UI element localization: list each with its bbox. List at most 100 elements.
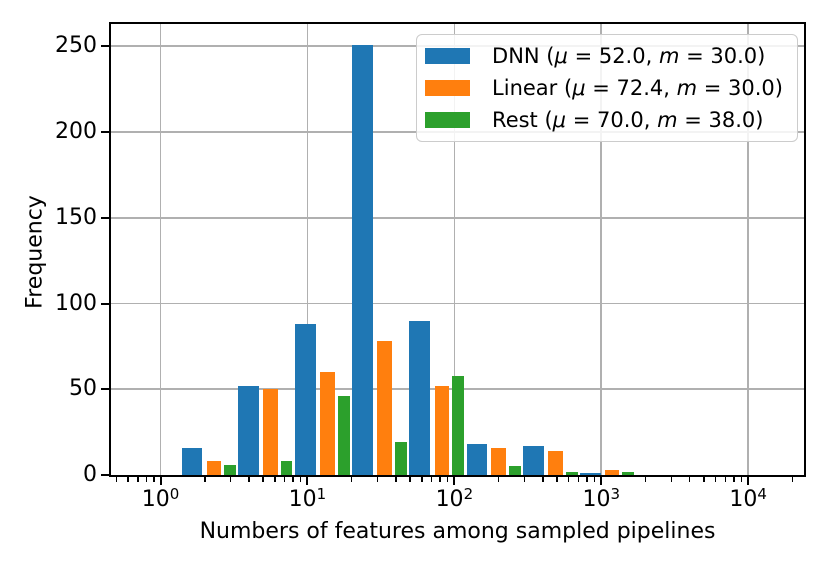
bar-dnn-bin2: [238, 385, 259, 475]
x-tick-base: 10: [288, 487, 317, 512]
legend-item-linear: Linear (μ = 72.4, m = 30.0): [425, 76, 783, 100]
x-tick-exponent: 2: [463, 485, 474, 503]
bar-linear-bin7: [548, 451, 564, 475]
x-tick-label-10e0: 100: [121, 486, 201, 512]
x-minor-tick: [299, 477, 302, 482]
x-tick-exponent: 0: [169, 485, 180, 503]
x-minor-tick: [430, 477, 433, 482]
x-minor-tick: [644, 477, 647, 482]
legend-math-symbol: m: [676, 76, 698, 100]
legend-text: = 70.0,: [566, 108, 658, 132]
x-minor-tick: [204, 477, 206, 482]
x-minor-tick: [556, 477, 558, 482]
gridline-x-10e0: [159, 24, 162, 475]
x-minor-tick: [593, 477, 596, 482]
x-major-tick-10e0: [159, 477, 162, 485]
bar-rest-bin4: [395, 442, 407, 475]
x-minor-tick: [292, 477, 294, 482]
y-major-tick-250: [101, 45, 109, 48]
gridline-y-150: [111, 216, 804, 219]
bar-linear-bin8: [604, 469, 620, 475]
bar-linear-bin6: [491, 447, 507, 475]
x-minor-tick: [577, 477, 580, 482]
legend-math-symbol: μ: [552, 108, 567, 132]
gridline-x-10e2: [453, 24, 456, 475]
bar-dnn-bin4: [352, 44, 374, 475]
x-minor-tick: [586, 477, 588, 482]
x-major-tick-10e3: [600, 477, 603, 485]
x-tick-exponent: 3: [610, 485, 620, 503]
gridline-x-10e4: [747, 24, 749, 475]
legend-text: = 30.0): [697, 76, 783, 100]
x-minor-tick: [395, 477, 397, 482]
bar-rest-bin7: [566, 471, 578, 475]
legend-label-linear: Linear (μ = 72.4, m = 30.0): [492, 76, 783, 100]
x-minor-tick: [523, 477, 526, 482]
x-axis-label: Numbers of features among sampled pipeli…: [199, 519, 716, 544]
x-minor-tick: [350, 477, 353, 482]
x-minor-tick: [497, 477, 500, 482]
bar-dnn-bin6: [466, 444, 488, 475]
x-tick-exponent: 1: [316, 485, 327, 503]
x-minor-tick: [248, 477, 250, 482]
legend-item-rest: Rest (μ = 70.0, m = 38.0): [425, 108, 783, 132]
legend-text: = 52.0,: [567, 44, 659, 68]
legend-swatch-linear: [425, 80, 471, 96]
bar-dnn-bin5: [409, 320, 431, 475]
gridline-y-100: [111, 302, 804, 305]
legend: DNN (μ = 52.0, m = 30.0) Linear (μ = 72.4…: [416, 34, 798, 142]
legend-item-dnn: DNN (μ = 52.0, m = 30.0): [425, 44, 783, 68]
legend-text: = 72.4,: [585, 76, 677, 100]
x-minor-tick: [127, 477, 129, 482]
x-tick-base: 10: [435, 487, 464, 512]
bar-linear-bin2: [263, 389, 278, 475]
x-minor-tick: [740, 477, 743, 482]
bar-rest-bin8: [622, 471, 634, 475]
x-minor-tick: [145, 477, 148, 482]
x-minor-tick: [229, 477, 232, 482]
x-minor-tick: [262, 477, 264, 482]
y-major-tick-150: [101, 216, 109, 219]
x-minor-tick: [703, 477, 705, 482]
x-minor-tick: [137, 477, 139, 482]
x-minor-tick: [446, 477, 449, 482]
bar-linear-bin5: [434, 385, 450, 475]
legend-text: = 38.0): [677, 108, 764, 132]
y-tick-label-250: 250: [55, 33, 97, 59]
x-tick-exponent: 4: [757, 485, 767, 503]
x-minor-tick: [733, 477, 735, 482]
y-tick-label-100: 100: [55, 290, 97, 316]
x-minor-tick: [791, 477, 794, 482]
x-minor-tick: [439, 477, 441, 482]
y-tick-label-50: 50: [69, 376, 97, 402]
bar-linear-bin3: [320, 372, 335, 475]
x-tick-base: 10: [141, 487, 170, 512]
y-tick-label-200: 200: [55, 118, 97, 144]
x-tick-label-10e4: 104: [708, 486, 788, 512]
bar-rest-bin3: [338, 396, 350, 475]
x-minor-tick: [714, 477, 717, 482]
x-minor-tick: [542, 477, 544, 482]
y-tick-label-150: 150: [55, 204, 97, 230]
legend-math-symbol: m: [658, 44, 680, 68]
bar-rest-bin1: [224, 464, 236, 475]
legend-math-symbol: m: [657, 108, 678, 132]
x-minor-tick: [724, 477, 727, 482]
bar-rest-bin2: [280, 461, 293, 475]
x-major-tick-10e1: [306, 477, 309, 485]
legend-swatch-rest: [425, 112, 471, 128]
x-minor-tick: [115, 477, 118, 482]
gridline-x-10e1: [306, 24, 309, 475]
legend-text: = 30.0): [679, 44, 766, 68]
y-major-tick-50: [101, 388, 109, 391]
y-major-tick-0: [101, 474, 109, 476]
x-tick-base: 10: [729, 487, 758, 512]
y-tick-label-0: 0: [83, 461, 97, 487]
bar-linear-bin4: [377, 341, 393, 475]
x-minor-tick: [153, 477, 155, 482]
x-tick-label-10e3: 103: [561, 486, 641, 512]
bars-layer: [111, 24, 804, 475]
legend-math-symbol: μ: [554, 44, 568, 68]
